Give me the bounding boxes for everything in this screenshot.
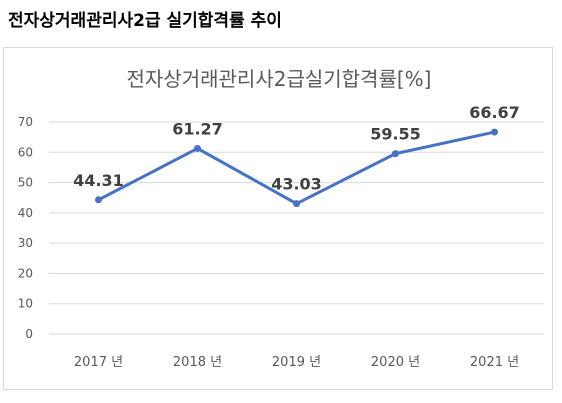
y-tick-label: 70 — [18, 115, 33, 129]
y-tick-label: 40 — [18, 206, 33, 220]
data-point — [392, 150, 399, 158]
x-category-label: 2018 년 — [173, 355, 222, 370]
y-axis-ticks: 0 10 20 30 40 50 60 70 — [18, 115, 33, 341]
y-tick-label: 0 — [25, 327, 33, 341]
data-point — [293, 200, 300, 208]
y-tick-label: 20 — [18, 266, 33, 280]
x-category-label: 2021 년 — [470, 355, 519, 370]
x-category-label: 2017 년 — [74, 355, 123, 370]
data-label: 66.67 — [469, 103, 520, 122]
line-chart: 전자상거래관리사2급실기합격률[%] 0 10 20 30 40 50 60 70 2017 … — [18, 67, 544, 370]
x-category-label: 2019 년 — [272, 355, 321, 370]
gridlines — [49, 121, 544, 335]
series-layer — [95, 128, 498, 208]
y-tick-label: 50 — [18, 176, 33, 190]
chart-frame: 전자상거래관리사2급실기합격률[%] 0 10 20 30 40 50 60 70 2017 … — [3, 47, 553, 390]
data-point — [491, 128, 498, 136]
chart-title: 전자상거래관리사2급실기합격률[%] — [127, 67, 432, 91]
data-point — [194, 144, 201, 152]
page-heading: 전자상거래관리사2급 실기합격률 추이 — [8, 11, 282, 31]
x-category-label: 2020 년 — [371, 355, 420, 370]
data-label: 61.27 — [172, 119, 223, 138]
y-tick-label: 30 — [18, 236, 33, 250]
data-point — [95, 196, 102, 204]
data-label: 59.55 — [370, 125, 421, 144]
data-label: 43.03 — [271, 175, 322, 194]
data-labels: 44.31 61.27 43.03 59.55 66.67 — [73, 103, 520, 194]
x-axis-categories: 2017 년 2018 년 2019 년 2020 년 2021 년 — [74, 355, 519, 370]
data-label: 44.31 — [73, 171, 124, 190]
y-tick-label: 10 — [18, 297, 33, 311]
y-tick-label: 60 — [18, 145, 33, 159]
